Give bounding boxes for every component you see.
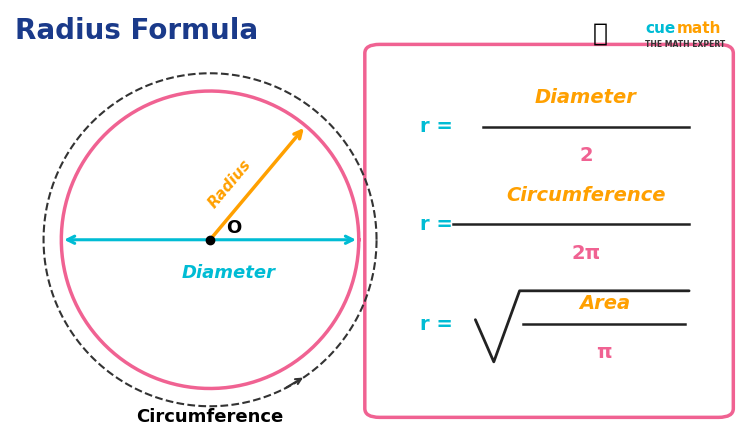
Text: r =: r =	[420, 215, 453, 234]
Text: Circumference: Circumference	[506, 186, 666, 205]
Text: Diameter: Diameter	[181, 264, 276, 282]
Text: Radius Formula: Radius Formula	[15, 17, 258, 45]
FancyBboxPatch shape	[365, 44, 733, 417]
Text: 🚀: 🚀	[593, 21, 608, 45]
Text: Diameter: Diameter	[535, 88, 637, 107]
Text: Circumference: Circumference	[136, 408, 284, 426]
Text: Radius: Radius	[205, 157, 254, 211]
Text: r =: r =	[420, 315, 453, 333]
Text: π: π	[596, 344, 612, 362]
Text: r =: r =	[420, 117, 453, 136]
Text: Area: Area	[579, 294, 630, 313]
Text: 2: 2	[579, 146, 593, 165]
Text: 2π: 2π	[571, 244, 601, 262]
Text: THE MATH EXPERT: THE MATH EXPERT	[645, 40, 725, 49]
Text: math: math	[677, 21, 721, 36]
Text: O: O	[226, 219, 242, 237]
Text: cue: cue	[645, 21, 675, 36]
